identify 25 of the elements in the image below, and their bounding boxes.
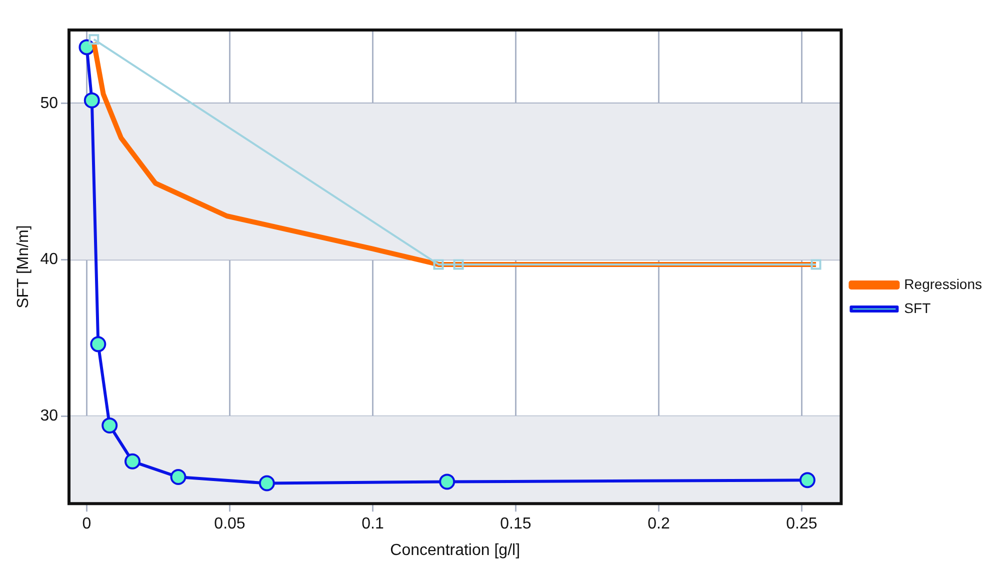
point bbox=[433, 259, 444, 270]
legend-label: Regressions bbox=[904, 276, 982, 292]
x-tick-label: 0.25 bbox=[786, 516, 818, 533]
x-axis-title: Concentration [g/l] bbox=[390, 542, 520, 559]
y-axis-title: SFT [Mn/m] bbox=[15, 225, 32, 308]
point bbox=[799, 472, 816, 488]
y-tick-label: 30 bbox=[40, 407, 58, 424]
x-tick-label: 0.05 bbox=[214, 516, 246, 533]
legend-label: SFT bbox=[904, 300, 932, 316]
point bbox=[88, 34, 100, 45]
point bbox=[124, 453, 140, 470]
point bbox=[102, 417, 118, 434]
x-tick-label: 0.2 bbox=[648, 516, 670, 533]
point bbox=[453, 259, 464, 270]
y-tick-label: 50 bbox=[40, 94, 58, 112]
point bbox=[170, 469, 186, 486]
point bbox=[90, 336, 106, 352]
x-tick-label: 0.1 bbox=[362, 516, 384, 533]
point bbox=[810, 259, 822, 270]
x-tick-label: 0.15 bbox=[500, 516, 532, 533]
x-tick-label: 0 bbox=[82, 516, 92, 533]
point bbox=[84, 92, 100, 108]
point bbox=[439, 474, 456, 490]
point bbox=[258, 475, 275, 492]
y-tick-label: 40 bbox=[40, 251, 58, 268]
